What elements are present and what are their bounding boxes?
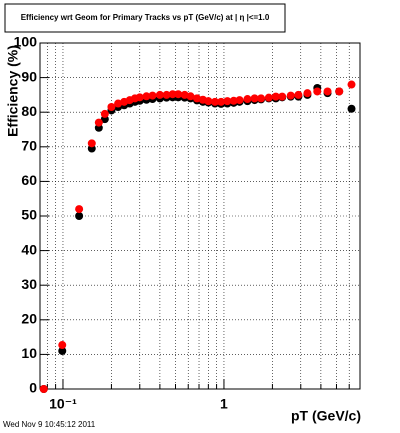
- data-point: [168, 90, 177, 99]
- y-tick-label: 20: [21, 311, 37, 327]
- data-point: [75, 212, 84, 220]
- y-tick-label: 70: [21, 138, 37, 154]
- data-point: [58, 346, 67, 355]
- data-point: [155, 90, 164, 99]
- data-point: [229, 96, 238, 105]
- data-point: [243, 95, 252, 104]
- y-tick-label: 80: [21, 103, 37, 119]
- data-point: [335, 87, 344, 96]
- y-tick-label: 10: [21, 345, 37, 361]
- data-point: [223, 97, 232, 106]
- data-point: [278, 92, 287, 101]
- data-point: [347, 80, 356, 89]
- data-point: [323, 87, 332, 96]
- data-point: [87, 139, 96, 148]
- data-point: [347, 104, 356, 113]
- y-tick-label: 40: [21, 241, 37, 257]
- chart-title: Efficiency wrt Geom for Primary Tracks v…: [21, 13, 270, 22]
- data-point: [257, 94, 266, 103]
- title-box: [4, 3, 286, 33]
- data-point: [142, 92, 151, 101]
- data-point: [235, 96, 244, 105]
- data-point: [271, 92, 280, 101]
- y-axis-label: Efficiency (%): [5, 45, 21, 137]
- data-point: [211, 97, 220, 106]
- data-point: [58, 341, 67, 350]
- data-point: [162, 90, 171, 99]
- data-point: [100, 109, 109, 118]
- data-point: [286, 91, 295, 100]
- data-point: [313, 87, 322, 96]
- data-point: [39, 385, 48, 393]
- data-point: [94, 118, 103, 127]
- data-point: [107, 103, 116, 112]
- y-tick-label: 100: [14, 34, 38, 50]
- data-point: [135, 93, 144, 102]
- data-point: [114, 99, 123, 108]
- data-point: [75, 205, 84, 214]
- x-axis-label: pT (GeV/c): [291, 408, 361, 424]
- data-point: [174, 90, 183, 99]
- data-point: [264, 93, 273, 102]
- y-tick-label: 0: [29, 380, 37, 396]
- data-point: [303, 89, 312, 98]
- data-point: [148, 91, 157, 100]
- data-point: [217, 97, 226, 106]
- data-point: [204, 97, 213, 106]
- y-tick-label: 50: [21, 207, 37, 223]
- y-tick-label: 30: [21, 276, 37, 292]
- data-point: [294, 90, 303, 99]
- data-point: [250, 94, 259, 103]
- x-tick-label: 10⁻¹: [49, 396, 77, 412]
- y-tick-label: 60: [21, 172, 37, 188]
- timestamp: Wed Nov 9 10:45:12 2011: [3, 420, 96, 429]
- y-tick-label: 90: [21, 68, 37, 84]
- data-point: [186, 92, 195, 101]
- x-tick-label: 1: [220, 396, 228, 412]
